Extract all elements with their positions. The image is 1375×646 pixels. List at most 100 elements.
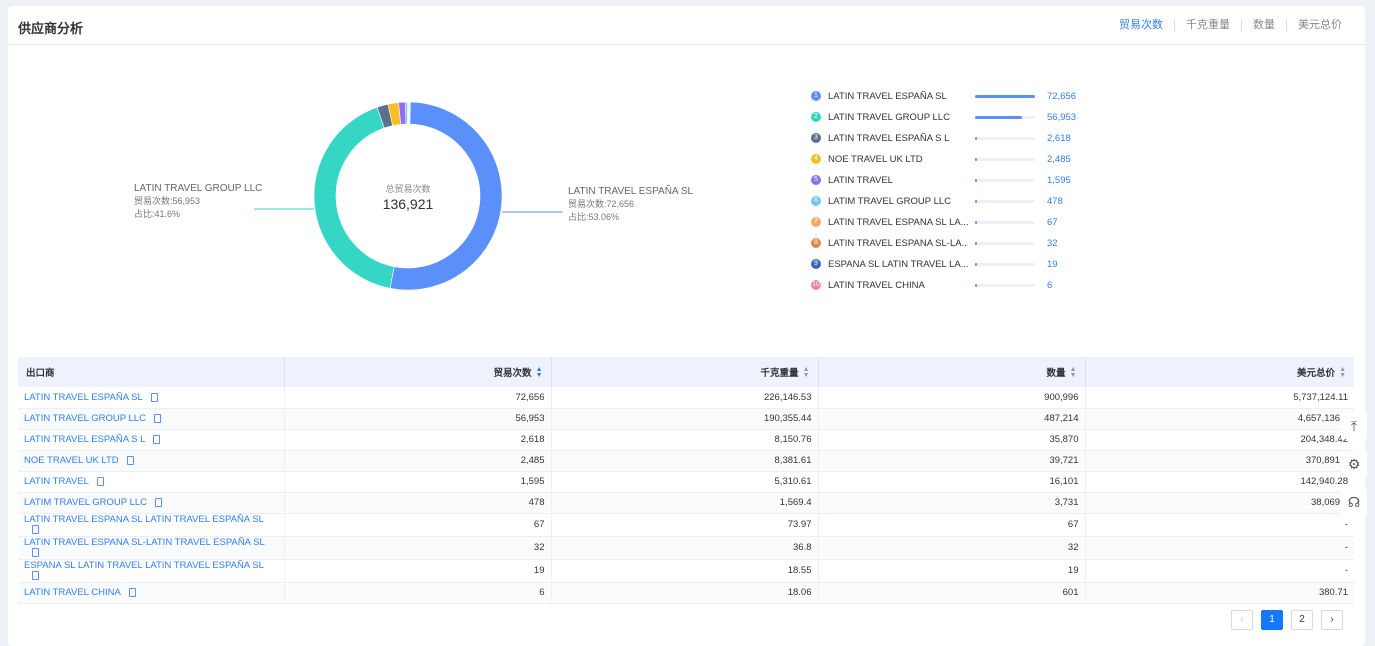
back-to-top-icon[interactable]: ⤒ [1341, 413, 1367, 439]
exporter-link[interactable]: LATIN TRAVEL GROUP LLC [24, 413, 146, 424]
callout-right: LATIN TRAVEL ESPAÑA SL 贸易次数:72,656 占比:53… [568, 185, 693, 224]
legend-item[interactable]: 10 LATIN TRAVEL CHINA 6 [811, 279, 1111, 300]
kg-weight-cell: 190,355.44 [551, 408, 819, 430]
headset-icon[interactable]: ☊ [1341, 489, 1367, 515]
legend-item[interactable]: 2 LATIN TRAVEL GROUP LLC 56,953 [811, 111, 1111, 132]
donut-center-value: 136,921 [382, 196, 434, 212]
sort-icon[interactable]: ▲ ▼ [535, 366, 543, 380]
table-row: LATIN TRAVEL ESPAÑA S L 2,618 8,150.76 35,8… [18, 429, 1354, 451]
legend-bar-fill [975, 284, 977, 287]
col-trade-count[interactable]: 贸易次数 ▲ ▼ [284, 357, 552, 387]
side-tools: ⤒ ⚙ ☊ [1341, 413, 1367, 527]
copy-icon[interactable] [128, 587, 136, 597]
callout-left-count: 贸易次数:56,953 [134, 196, 201, 206]
exporter-link[interactable]: ESPANA SL LATIN TRAVEL LATIN TRAVEL ESPA… [24, 559, 264, 571]
page-2-button[interactable]: 2 [1291, 610, 1313, 630]
legend-bar-track [975, 263, 1035, 266]
sort-icon[interactable]: ▲ ▼ [1339, 366, 1346, 380]
exporter-link[interactable]: LATIN TRAVEL CHINA [24, 587, 121, 598]
exporter-link[interactable]: LATIN TRAVEL ESPANA SL LATIN TRAVEL ESPA… [24, 513, 264, 525]
quantity-cell: 19 [818, 559, 1086, 583]
exporter-link[interactable]: LATIN TRAVEL ESPAÑA SL [24, 391, 143, 403]
copy-icon[interactable] [126, 455, 134, 465]
legend-rank-badge: 2 [811, 112, 821, 122]
legend-item[interactable]: 7 LATIN TRAVEL ESPANA SL LA... 67 [811, 216, 1111, 237]
tab-quantity[interactable]: 数量 [1241, 19, 1286, 31]
legend-item[interactable]: 5 LATIN TRAVEL 1,595 [811, 174, 1111, 195]
col-quantity[interactable]: 数量 ▲ ▼ [818, 357, 1086, 387]
exporter-table: 出口商 贸易次数 ▲ ▼ 千克重量 ▲ ▼ 数量 ▲ ▼ 美元总价 ▲ ▼ LATIN TRAV… [18, 357, 1354, 604]
exporter-cell: LATIN TRAVEL CHINA [18, 582, 285, 604]
donut-slice[interactable] [409, 101, 411, 125]
tab-usd-total[interactable]: 美元总价 [1286, 19, 1353, 31]
table-row: NOE TRAVEL UK LTD 2,485 8,381.61 39,721 370,… [18, 450, 1354, 472]
copy-icon[interactable] [155, 497, 163, 507]
legend-bar-track [975, 179, 1035, 182]
copy-icon[interactable] [32, 571, 39, 581]
quantity-cell: 32 [818, 536, 1086, 560]
legend-name: LATIN TRAVEL ESPANA SL-LA... [828, 238, 968, 249]
settings-doc-icon[interactable]: ⚙ [1341, 451, 1367, 477]
quantity-cell: 900,996 [818, 387, 1086, 409]
sort-icon[interactable]: ▲ ▼ [802, 366, 810, 380]
donut-slice[interactable] [389, 101, 503, 291]
legend-bar-fill [975, 137, 978, 140]
legend-bar-track [975, 158, 1035, 161]
quantity-cell: 67 [818, 513, 1086, 537]
exporter-cell: LATIM TRAVEL GROUP LLC [18, 492, 285, 514]
exporter-link[interactable]: LATIM TRAVEL GROUP LLC [24, 497, 148, 508]
legend-item[interactable]: 8 LATIN TRAVEL ESPANA SL-LA... 32 [811, 237, 1111, 258]
table-row: LATIN TRAVEL GROUP LLC 56,953 190,355.44 48… [18, 408, 1354, 430]
exporter-cell: LATIN TRAVEL ESPAÑA SL [18, 387, 285, 409]
col-usd-total[interactable]: 美元总价 ▲ ▼ [1085, 357, 1354, 387]
legend-bar-track [975, 95, 1035, 98]
table-row: ESPANA SL LATIN TRAVEL LATIN TRAVEL ESPA… [18, 559, 1354, 583]
legend-item[interactable]: 4 NOE TRAVEL UK LTD 2,485 [811, 153, 1111, 174]
col-kg-weight[interactable]: 千克重量 ▲ ▼ [551, 357, 819, 387]
legend-rank-badge: 7 [811, 217, 821, 227]
legend-name: NOE TRAVEL UK LTD [828, 154, 923, 165]
copy-icon[interactable] [32, 525, 39, 535]
kg-weight-cell: 5,310.61 [551, 471, 819, 493]
tab-trade-count[interactable]: 贸易次数 [1119, 19, 1163, 31]
legend-bar-track [975, 200, 1035, 203]
copy-icon[interactable] [153, 434, 161, 444]
usd-total-cell: 380.71 [1085, 582, 1354, 604]
legend-item[interactable]: 9 ESPANA SL LATIN TRAVEL LA... 19 [811, 258, 1111, 279]
legend-item[interactable]: 6 LATIM TRAVEL GROUP LLC 478 [811, 195, 1111, 216]
copy-icon[interactable] [153, 413, 161, 423]
legend-item[interactable]: 3 LATIN TRAVEL ESPAÑA S L 2,618 [811, 132, 1111, 153]
legend-value: 478 [1047, 196, 1063, 207]
legend-rank-badge: 1 [811, 91, 821, 101]
legend-value: 6 [1047, 280, 1053, 291]
donut-chart [254, 101, 563, 291]
exporter-link[interactable]: NOE TRAVEL UK LTD [24, 455, 119, 466]
sort-icon[interactable]: ▲ ▼ [1069, 366, 1077, 380]
legend-bar-fill [975, 263, 977, 266]
quantity-cell: 39,721 [818, 450, 1086, 472]
legend-item[interactable]: 1 LATIN TRAVEL ESPAÑA SL 72,656 [811, 90, 1111, 111]
copy-icon[interactable] [32, 548, 39, 558]
page-1-button[interactable]: 1 [1261, 610, 1283, 630]
callout-right-share: 占比:53.06% [568, 212, 620, 222]
copy-icon[interactable] [150, 392, 158, 402]
exporter-link[interactable]: LATIN TRAVEL ESPAÑA S L [24, 434, 146, 445]
legend-rank-badge: 10 [811, 280, 821, 290]
tab-kg-weight[interactable]: 千克重量 [1174, 19, 1241, 31]
page-title: 供应商分析 [18, 21, 84, 36]
prev-page-button[interactable]: ‹ [1231, 610, 1253, 630]
legend-name: LATIN TRAVEL ESPANA SL LA... [828, 217, 968, 228]
legend-bar-track [975, 137, 1035, 140]
trade-count-cell: 32 [284, 536, 552, 560]
next-page-button[interactable]: › [1321, 610, 1343, 630]
callout-right-name: LATIN TRAVEL ESPAÑA SL [568, 186, 694, 197]
table-row: LATIN TRAVEL 1,595 5,310.61 16,101 142,940.2… [18, 471, 1354, 493]
exporter-link[interactable]: LATIN TRAVEL ESPANA SL-LATIN TRAVEL ESPA… [24, 536, 265, 548]
exporter-cell: LATIN TRAVEL GROUP LLC [18, 408, 285, 430]
usd-total-cell: 38,069.0 [1085, 492, 1354, 514]
legend-bar-fill [975, 200, 977, 203]
exporter-link[interactable]: LATIN TRAVEL [24, 476, 89, 487]
supplier-analysis-card: 供应商分析 贸易次数 千克重量 数量 美元总价 总贸易次数 136,921 LA… [8, 6, 1365, 646]
copy-icon[interactable] [96, 476, 104, 486]
table-row: LATIM TRAVEL GROUP LLC 478 1,569.4 3,731 38,… [18, 492, 1354, 514]
